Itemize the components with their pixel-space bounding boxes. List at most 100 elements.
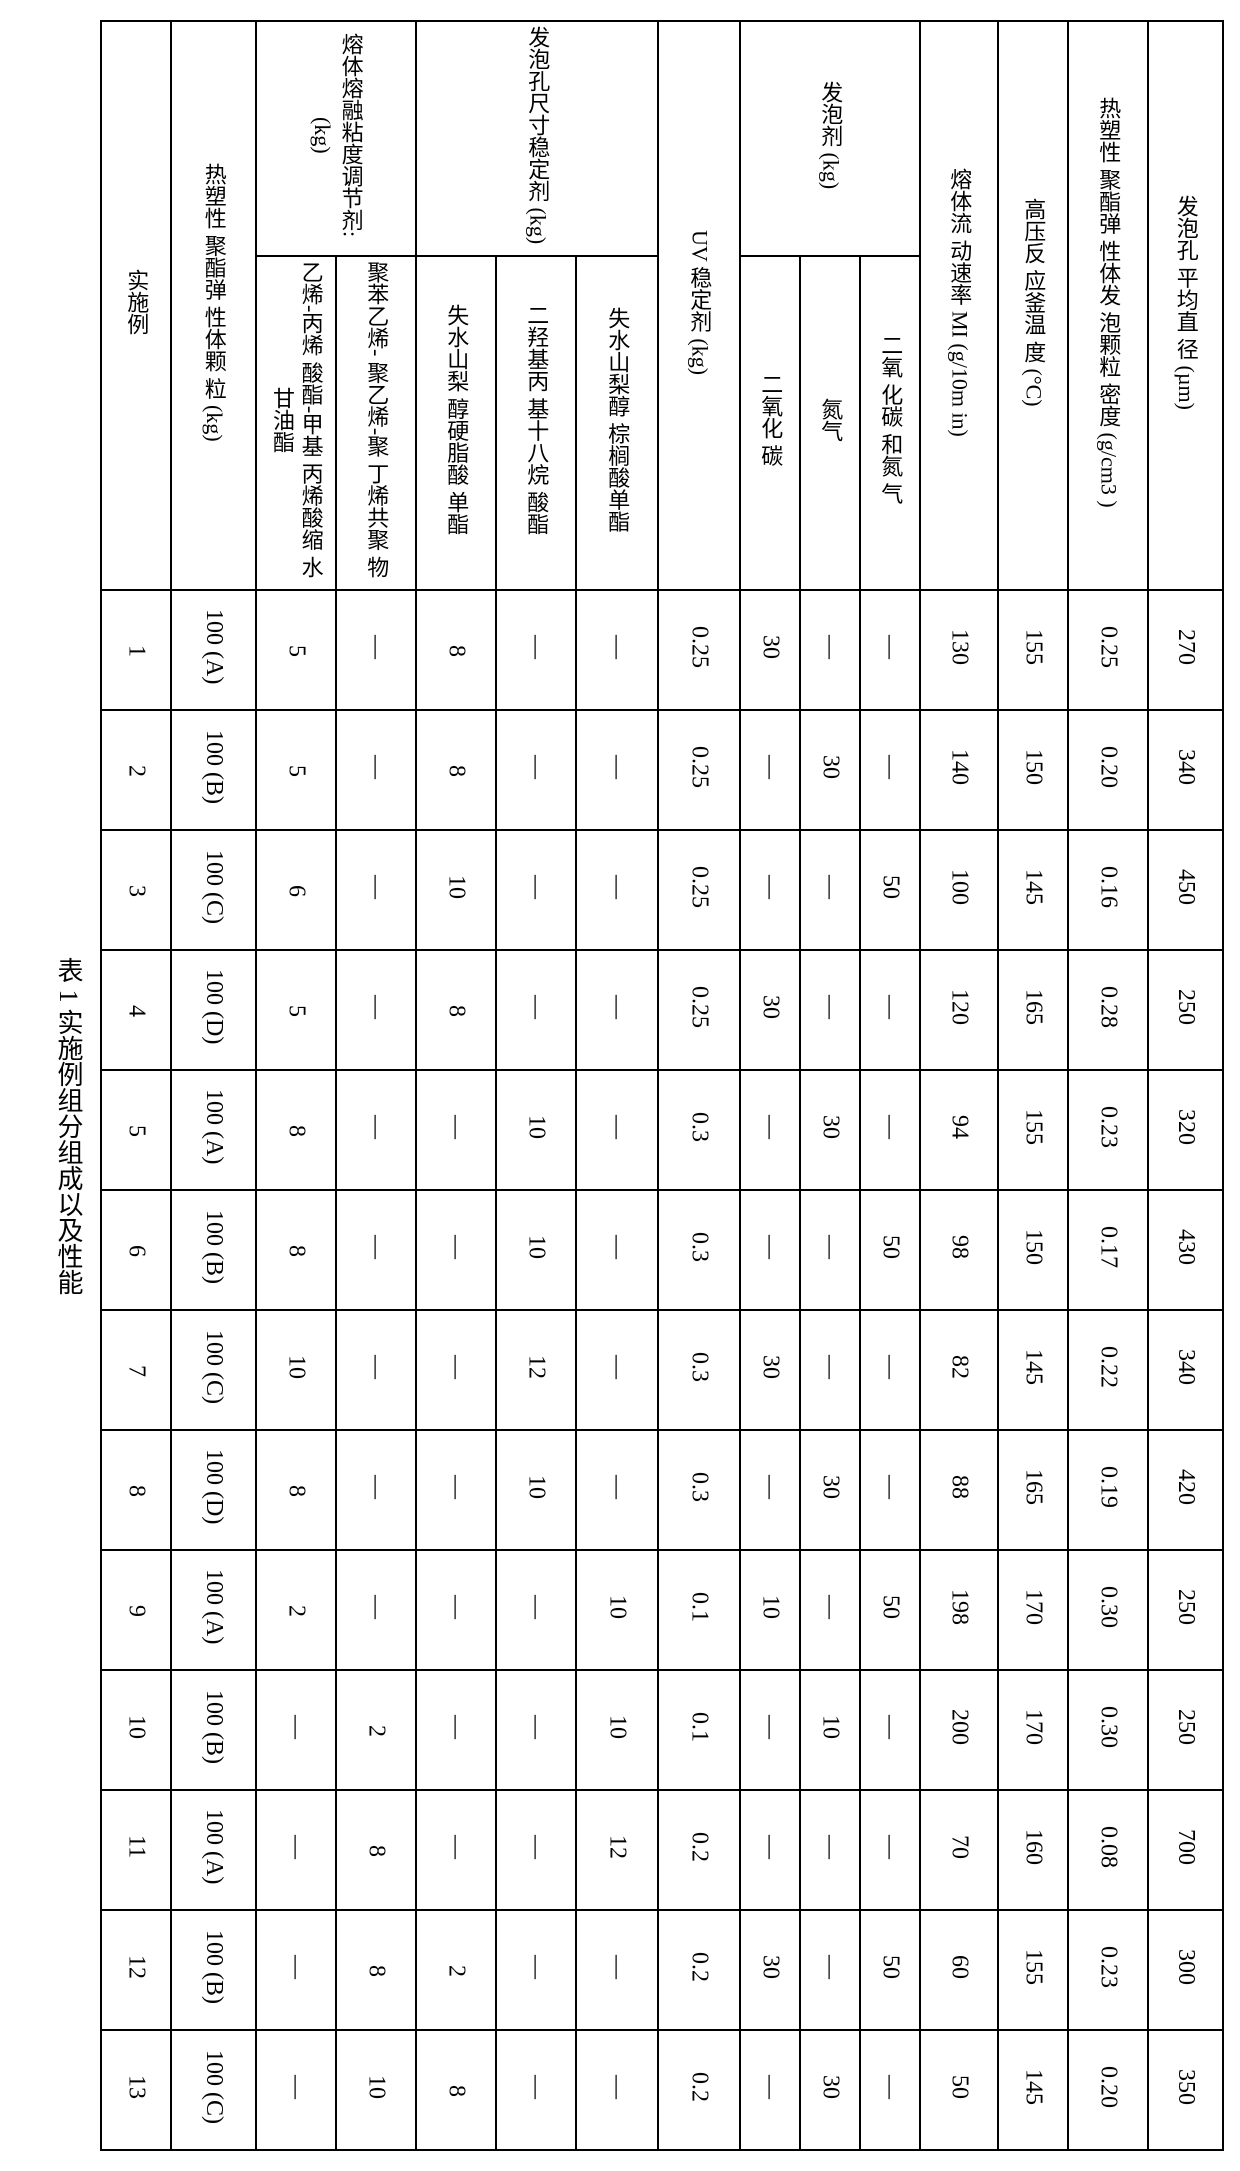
table-row: 7100 (C)10——12—0.330——821450.22340 [101, 1310, 1223, 1430]
cell-b1: — [740, 1790, 800, 1910]
cell-uv: 0.2 [658, 1790, 740, 1910]
cell-value: 155 [1020, 629, 1047, 665]
cell-value: 10 [523, 1115, 550, 1139]
cell-d: 0.19 [1068, 1430, 1148, 1550]
cell-value: 8 [443, 2085, 470, 2097]
cell-f1: — [416, 1670, 496, 1790]
cell-value: 700 [1172, 1829, 1199, 1865]
cell-value: 198 [946, 1589, 973, 1625]
cell-value: 30 [757, 1355, 784, 1379]
table-row: 10100 (B)—2——100.1—10—2001700.30250 [101, 1670, 1223, 1790]
cell-value: 1 [123, 645, 150, 657]
cell-d: 0.28 [1068, 950, 1148, 1070]
cell-value: 150 [1020, 1229, 1047, 1265]
cell-f1: — [416, 1790, 496, 1910]
cell-value: 0.25 [1095, 626, 1122, 668]
cell-f3: — [576, 1190, 658, 1310]
cell-value: — [523, 875, 550, 899]
cell-value: 430 [1172, 1229, 1199, 1265]
header-blow-a: 二氧化 碳 [740, 256, 800, 590]
cell-value: 10 [443, 875, 470, 899]
cell-m1: — [256, 1910, 336, 2030]
cell-ex: 12 [101, 1910, 171, 2030]
cell-value: 270 [1172, 629, 1199, 665]
cell-value: — [283, 1955, 310, 1979]
cell-value: 8 [363, 1845, 390, 1857]
cell-b1: — [740, 1430, 800, 1550]
cell-p: 340 [1148, 1310, 1223, 1430]
cell-resin: 100 (D) [171, 1430, 256, 1550]
cell-value: 0.30 [1095, 1706, 1122, 1748]
cell-value: 155 [1020, 1949, 1047, 1985]
cell-value: — [443, 1475, 470, 1499]
cell-value: 10 [757, 1595, 784, 1619]
cell-m1: — [256, 1790, 336, 1910]
table-row: 9100 (A)2———100.110—501981700.30250 [101, 1550, 1223, 1670]
cell-m1: 5 [256, 710, 336, 830]
cell-p: 450 [1148, 830, 1223, 950]
header-blow-c: 二氧 化碳 和氮 气 [860, 256, 920, 590]
cell-mfr: 120 [920, 950, 998, 1070]
cell-value: 50 [877, 1235, 904, 1259]
cell-p: 700 [1148, 1790, 1223, 1910]
cell-value: — [604, 995, 631, 1019]
cell-f3: 10 [576, 1670, 658, 1790]
cell-b2: — [800, 830, 860, 950]
cell-d: 0.16 [1068, 830, 1148, 950]
header-blow-b: 氮气 [800, 256, 860, 590]
cell-b3: — [860, 1430, 920, 1550]
cell-f2: 12 [496, 1310, 576, 1430]
cell-b3: — [860, 590, 920, 710]
cell-uv: 0.3 [658, 1070, 740, 1190]
cell-f2: — [496, 1910, 576, 2030]
cell-f2: — [496, 710, 576, 830]
cell-t: 155 [998, 590, 1068, 710]
cell-value: 8 [443, 645, 470, 657]
cell-value: 13 [123, 2075, 150, 2099]
cell-value: — [877, 1835, 904, 1859]
cell-value: 11 [123, 1835, 150, 1858]
cell-b2: 30 [800, 1430, 860, 1550]
cell-ex: 5 [101, 1070, 171, 1190]
cell-value: — [877, 1115, 904, 1139]
cell-value: — [363, 1355, 390, 1379]
cell-value: — [604, 1355, 631, 1379]
cell-resin: 100 (A) [171, 1790, 256, 1910]
cell-value: 98 [946, 1235, 973, 1259]
cell-f1: 10 [416, 830, 496, 950]
cell-value: 2 [123, 765, 150, 777]
cell-value: 100 (C) [200, 2050, 227, 2124]
cell-f3: — [576, 1070, 658, 1190]
cell-value: 8 [363, 1965, 390, 1977]
cell-value: 0.1 [686, 1712, 713, 1742]
cell-value: 5 [283, 645, 310, 657]
cell-value: 0.3 [686, 1232, 713, 1262]
cell-d: 0.17 [1068, 1190, 1148, 1310]
cell-value: — [757, 1475, 784, 1499]
cell-f1: — [416, 1310, 496, 1430]
header-mfr: 熔体流 动速率 MI (g/10m in) [920, 21, 998, 590]
cell-uv: 0.3 [658, 1310, 740, 1430]
cell-value: — [523, 2075, 550, 2099]
cell-resin: 100 (B) [171, 1670, 256, 1790]
cell-value: 145 [1020, 1349, 1047, 1385]
cell-value: — [443, 1115, 470, 1139]
cell-t: 155 [998, 1910, 1068, 2030]
cell-b3: — [860, 1070, 920, 1190]
cell-ex: 2 [101, 710, 171, 830]
cell-f3: — [576, 830, 658, 950]
cell-value: — [523, 1835, 550, 1859]
cell-t: 145 [998, 1310, 1068, 1430]
cell-m1: 8 [256, 1070, 336, 1190]
header-pore: 发泡孔 平均直 径 (µm) [1148, 21, 1223, 590]
header-blow-group: 发泡剂 (kg) [740, 21, 920, 256]
cell-f2: 10 [496, 1430, 576, 1550]
cell-value: — [877, 2075, 904, 2099]
cell-value: 140 [946, 749, 973, 785]
cell-value: 120 [946, 989, 973, 1025]
cell-value: 30 [757, 635, 784, 659]
header-resin: 热塑性 聚酯弹 性体颗 粒 (kg) [171, 21, 256, 590]
cell-f2: — [496, 590, 576, 710]
cell-ex: 11 [101, 1790, 171, 1910]
cell-f1: 2 [416, 1910, 496, 2030]
